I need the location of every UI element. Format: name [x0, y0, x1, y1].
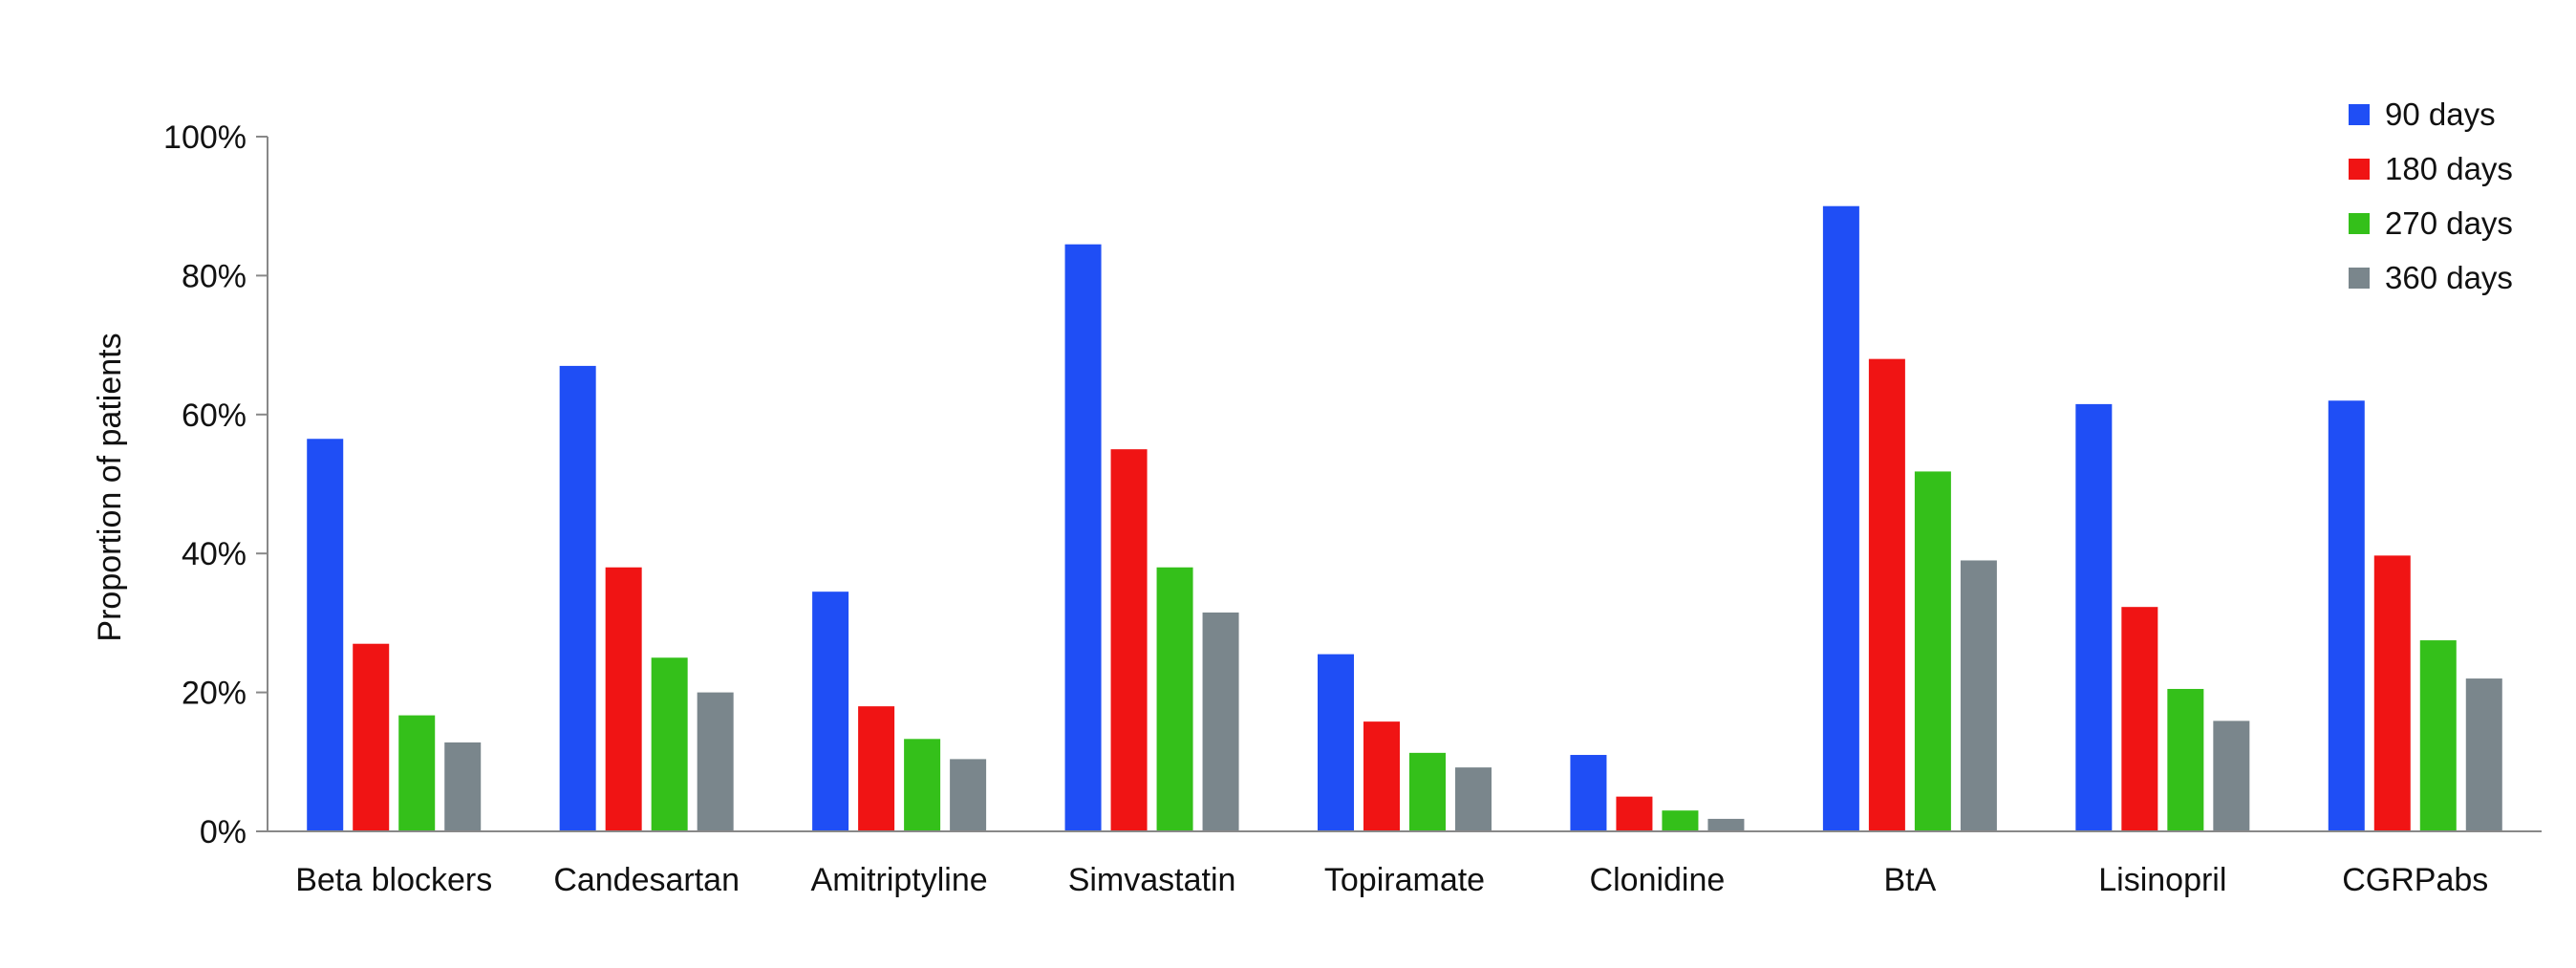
- bar-amitriptyline-360-days: [950, 759, 987, 831]
- bar-topiramate-90-days: [1318, 654, 1354, 831]
- bar-amitriptyline-180-days: [858, 706, 895, 831]
- bar-amitriptyline-90-days: [812, 592, 849, 831]
- legend-label: 180 days: [2385, 151, 2513, 186]
- bar-cgrpabs-270-days: [2419, 640, 2457, 831]
- bar-clonidine-360-days: [1707, 818, 1745, 831]
- y-tick-label: 0%: [200, 814, 247, 850]
- x-category-label: Topiramate: [1324, 862, 1485, 898]
- y-tick-label: 20%: [182, 676, 247, 712]
- x-category-label: Beta blockers: [295, 862, 492, 898]
- bar-candesartan-90-days: [559, 365, 596, 831]
- bar-beta-blockers-360-days: [444, 742, 482, 831]
- legend: 90 days 180 days 270 days 360 days: [2349, 97, 2513, 295]
- bar-clonidine-180-days: [1616, 796, 1653, 831]
- bar-simvastatin-360-days: [1202, 612, 1239, 831]
- bar-candesartan-270-days: [651, 657, 688, 831]
- legend-swatch: [2349, 213, 2370, 234]
- y-tick-label: 60%: [182, 398, 247, 434]
- x-category-label: BtA: [1883, 862, 1936, 898]
- legend-label: 90 days: [2385, 97, 2496, 132]
- bar-clonidine-270-days: [1662, 810, 1699, 831]
- bar-candesartan-360-days: [697, 692, 734, 831]
- y-axis-label: Proportion of patients: [92, 333, 128, 641]
- legend-swatch: [2349, 159, 2370, 180]
- bar-candesartan-180-days: [605, 567, 642, 831]
- bar-bta-360-days: [1960, 560, 1997, 831]
- x-category-label: Candesartan: [553, 862, 740, 898]
- bar-beta-blockers-90-days: [307, 439, 344, 831]
- bar-beta-blockers-270-days: [398, 715, 436, 831]
- x-category-label: CGRPabs: [2342, 862, 2488, 898]
- bars: [307, 205, 2502, 831]
- bar-cgrpabs-360-days: [2465, 678, 2502, 831]
- legend-swatch: [2349, 268, 2370, 289]
- x-category-label: Clonidine: [1590, 862, 1726, 898]
- legend-label: 270 days: [2385, 205, 2513, 241]
- bar-bta-270-days: [1914, 471, 1951, 831]
- bar-lisinopril-270-days: [2167, 688, 2204, 831]
- y-tick-label: 80%: [182, 258, 247, 294]
- bar-cgrpabs-180-days: [2373, 555, 2411, 831]
- bar-clonidine-90-days: [1570, 755, 1607, 831]
- bar-topiramate-360-days: [1455, 767, 1492, 831]
- x-axis: Beta blockers Candesartan Amitriptyline Sim…: [268, 830, 2542, 898]
- bar-cgrpabs-90-days: [2328, 400, 2365, 831]
- x-category-label: Lisinopril: [2098, 862, 2226, 898]
- bar-amitriptyline-270-days: [904, 739, 941, 831]
- bar-lisinopril-90-days: [2075, 403, 2113, 831]
- bar-bta-90-days: [1822, 205, 1859, 831]
- legend-label: 360 days: [2385, 260, 2513, 295]
- bar-simvastatin-180-days: [1110, 449, 1148, 831]
- x-category-label: Simvastatin: [1068, 862, 1236, 898]
- bar-simvastatin-270-days: [1156, 567, 1193, 831]
- bar-topiramate-180-days: [1363, 721, 1400, 831]
- bar-bta-180-days: [1868, 358, 1905, 831]
- y-tick-label: 40%: [182, 536, 247, 572]
- bar-beta-blockers-180-days: [353, 643, 390, 831]
- y-tick-label: 100%: [163, 119, 247, 156]
- bar-simvastatin-90-days: [1064, 244, 1102, 831]
- bar-topiramate-270-days: [1409, 752, 1446, 831]
- legend-swatch: [2349, 104, 2370, 125]
- bar-lisinopril-360-days: [2213, 721, 2250, 831]
- bar-lisinopril-180-days: [2121, 607, 2158, 831]
- x-category-label: Amitriptyline: [811, 862, 988, 898]
- y-axis: 0% 20% 40% 60% 80% 100%: [163, 119, 268, 850]
